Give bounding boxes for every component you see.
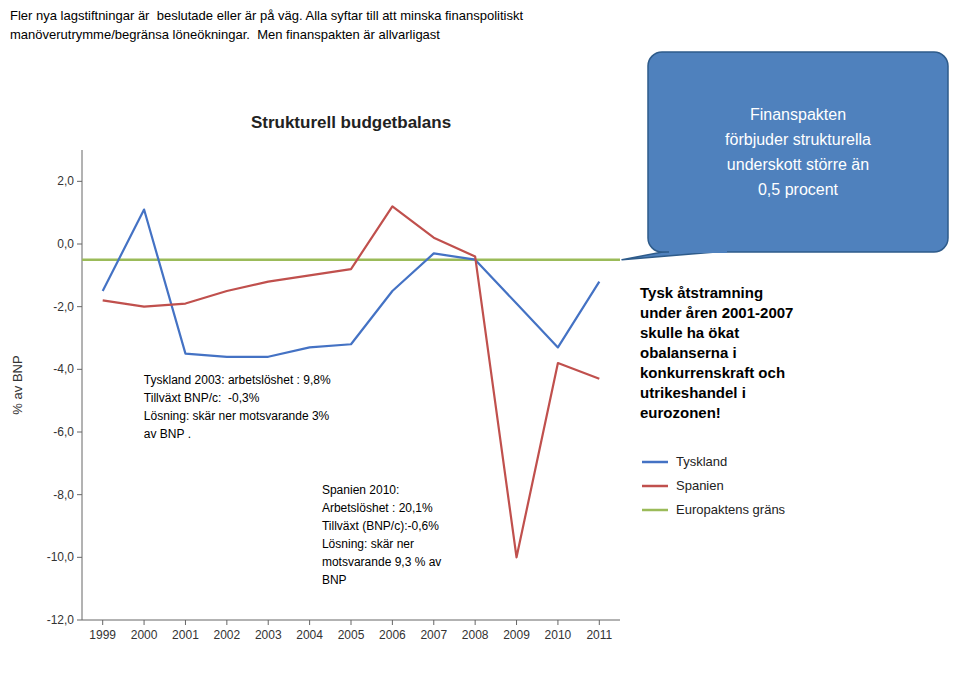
y-tick-label: -4,0: [53, 362, 74, 376]
y-axis-line: [82, 150, 83, 620]
y-tick: [77, 306, 82, 307]
text-line: under åren 2001-2007: [640, 304, 793, 321]
text-line: obalanserna i: [640, 344, 737, 361]
y-tick-label: -6,0: [53, 425, 74, 439]
y-tick: [77, 620, 82, 621]
text-line: Lösning: skär ner: [322, 537, 414, 551]
text-line: Tillväxt (BNP/c):-0,6%: [322, 519, 439, 533]
x-tick: [475, 620, 476, 625]
y-axis-label: % av BNP: [10, 355, 25, 414]
y-tick-label: -12,0: [47, 613, 75, 627]
title: Strukturell budgetbalans: [251, 113, 451, 132]
y-tick: [77, 244, 82, 245]
x-tick-label: 2001: [172, 628, 199, 642]
x-tick-label: 2002: [213, 628, 240, 642]
x-tick: [185, 620, 186, 625]
text-line: underskott större än: [727, 156, 869, 173]
chart: Fler nya lagstiftningar är beslutade ell…: [0, 0, 960, 687]
y-tick-label: -8,0: [53, 488, 74, 502]
header: Fler nya lagstiftningar är beslutade ell…: [10, 8, 523, 42]
text-line: Finanspakten: [750, 106, 846, 123]
legend-label: Spanien: [676, 478, 724, 493]
x-tick: [516, 620, 517, 625]
x-tick-label: 2006: [379, 628, 406, 642]
text-line: utrikeshandel i: [640, 384, 746, 401]
series-line: [103, 206, 600, 557]
text-line: Tyskland 2003: arbetslöshet : 9,8%: [144, 373, 331, 387]
x-tick: [351, 620, 352, 625]
y-tick: [77, 369, 82, 370]
y-tick: [77, 181, 82, 182]
legend-label: Europaktens gräns: [676, 502, 786, 517]
x-tick-label: 2007: [420, 628, 447, 642]
x-tick-label: 2009: [503, 628, 530, 642]
text-line: BNP: [322, 573, 347, 587]
callout-join: [669, 249, 727, 253]
x-tick: [557, 620, 558, 625]
x-tick: [268, 620, 269, 625]
x-tick: [226, 620, 227, 625]
callout: Finanspakten förbjuder strukturella unders…: [622, 52, 948, 260]
legend-swatch: [642, 485, 668, 488]
callout-box: [648, 52, 948, 252]
annotation: Tyskland 2003: arbetslöshet : 9,8% Tillvä…: [144, 373, 331, 441]
y-tick-label: -10,0: [47, 550, 75, 564]
x-tick: [144, 620, 145, 625]
text-line: av BNP .: [144, 427, 191, 441]
y-tick-label: 0,0: [57, 237, 74, 251]
text-line: konkurrenskraft och: [640, 364, 785, 381]
text-line: skulle ha ökat: [640, 324, 739, 341]
x-tick-label: 2010: [545, 628, 572, 642]
x-tick-label: 1999: [89, 628, 116, 642]
x-tick-label: 2008: [462, 628, 489, 642]
text-line: Tysk åtstramning: [640, 284, 763, 301]
reference-line: [82, 258, 620, 261]
text-line: Tillväxt BNP/c: -0,3%: [144, 391, 260, 405]
text-line: 0,5 procent: [758, 181, 839, 198]
x-tick: [309, 620, 310, 625]
text-line: förbjuder strukturella: [725, 131, 871, 148]
plot-data: [82, 206, 620, 557]
text-line: motsvarande 9,3 % av: [322, 555, 441, 569]
x-tick-label: 2000: [131, 628, 158, 642]
x-tick-label: 2005: [338, 628, 365, 642]
background: [0, 0, 960, 687]
x-tick: [392, 620, 393, 625]
y-tick: [77, 557, 82, 558]
x-tick: [102, 620, 103, 625]
x-tick-label: 2011: [586, 628, 612, 642]
callout-text: Finanspakten förbjuder strukturella unders…: [725, 106, 871, 198]
series-line: [103, 210, 600, 357]
x-tick: [599, 620, 600, 625]
legend: Tyskland Spanien Europaktens gräns: [642, 454, 786, 517]
legend-swatch: [642, 509, 668, 512]
text-line: Spanien 2010:: [322, 483, 399, 497]
legend-swatch: [642, 461, 668, 464]
text-line: Fler nya lagstiftningar är beslutade ell…: [10, 8, 523, 23]
y-tick: [77, 494, 82, 495]
text-line: manöverutrymme/begränsa löneökningar. Me…: [10, 27, 440, 42]
y-tick-label: 2,0: [57, 174, 74, 188]
axes: 2,0 0,0 -2,0 -4,0 -6,0 -8,0 -10,0 -12,0 1999 2000…: [47, 150, 620, 642]
annotation: Spanien 2010: Arbetslöshet : 20,1% Tillväx…: [322, 483, 441, 587]
y-tick-label: -2,0: [53, 300, 74, 314]
side-note: Tysk åtstramning under åren 2001-2007 skul…: [640, 284, 793, 421]
legend-label: Tyskland: [676, 454, 727, 469]
x-tick-label: 2004: [296, 628, 323, 642]
text-line: Lösning: skär ner motsvarande 3%: [144, 409, 330, 423]
x-tick: [433, 620, 434, 625]
text-line: eurozonen!: [640, 404, 721, 421]
x-tick-label: 2003: [255, 628, 282, 642]
text-line: Arbetslöshet : 20,1%: [322, 501, 433, 515]
y-tick: [77, 432, 82, 433]
